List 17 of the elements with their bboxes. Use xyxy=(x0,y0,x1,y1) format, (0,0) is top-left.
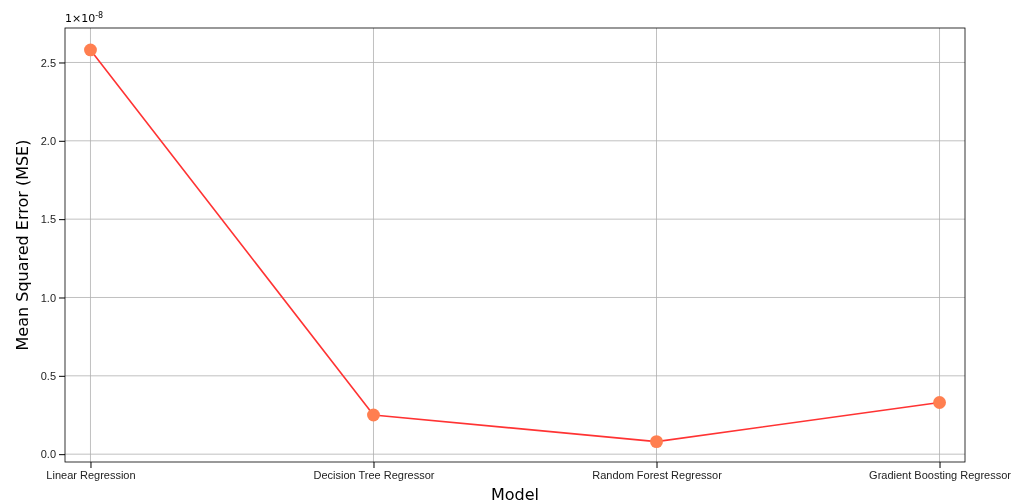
y-tick-label: 2.0 xyxy=(40,134,56,147)
y-axis-title: Mean Squared Error (MSE) xyxy=(13,139,32,351)
y-tick-label: 0.5 xyxy=(40,369,56,382)
y-tick-label: 1.5 xyxy=(40,213,56,226)
y-tick-label: 2.5 xyxy=(40,56,56,69)
x-axis-title: Model xyxy=(490,485,540,504)
x-tick-label: Decision Tree Regressor xyxy=(313,468,435,481)
point xyxy=(367,408,380,422)
point xyxy=(933,396,946,409)
text: 1×10$^{-8}$ xyxy=(65,10,104,25)
y-tick-label: 0.0 xyxy=(40,448,56,461)
point xyxy=(84,43,97,57)
y-tick-label: 1.0 xyxy=(40,291,56,304)
x-tick-label: Linear Regression xyxy=(46,468,136,481)
x-tick-label: Random Forest Regressor xyxy=(592,468,723,481)
point xyxy=(650,435,663,449)
x-tick-label: Gradient Boosting Regressor xyxy=(869,468,1012,481)
